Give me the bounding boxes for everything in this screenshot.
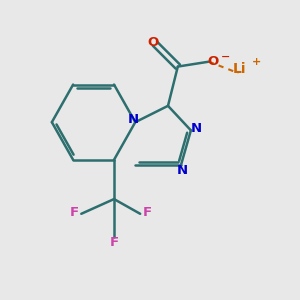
Text: +: +: [252, 57, 261, 67]
Text: F: F: [70, 206, 79, 219]
Text: N: N: [128, 113, 139, 126]
Text: N: N: [191, 122, 202, 135]
Text: O: O: [207, 55, 218, 68]
Text: F: F: [143, 206, 152, 219]
Text: N: N: [177, 164, 188, 177]
Text: Li: Li: [233, 62, 247, 76]
Text: O: O: [148, 35, 159, 49]
Text: −: −: [220, 52, 230, 62]
Text: F: F: [110, 236, 118, 249]
